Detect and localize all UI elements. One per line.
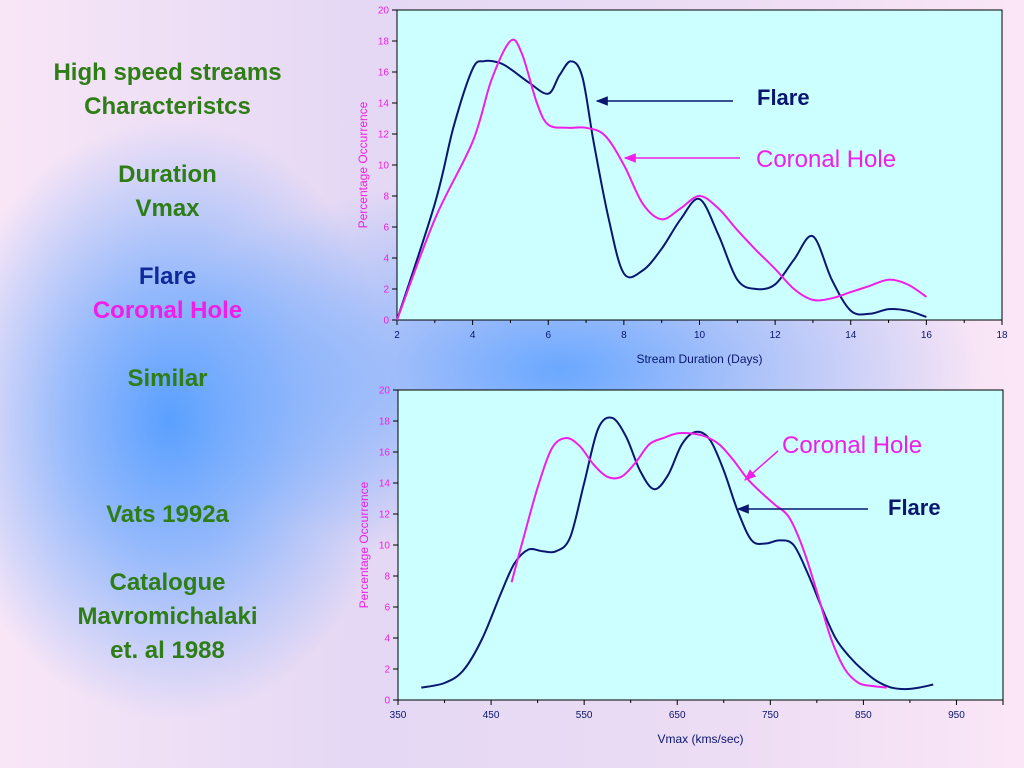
chart2-y-axis-label: Percentage Occurrence	[357, 481, 371, 608]
param-vmax: Vmax	[135, 195, 200, 222]
chart1-x-tick-label: 4	[470, 330, 476, 341]
chart1-y-tick-label: 14	[378, 99, 390, 110]
chart1-y-tick-label: 10	[378, 161, 390, 172]
conclusion-similar: Similar	[127, 365, 208, 392]
chart2-x-axis-label: Vmax (kms/sec)	[657, 732, 743, 746]
chart2-y-tick-label: 14	[379, 479, 391, 490]
chart1-y-tick-label: 8	[383, 192, 389, 203]
chart1-y-tick-label: 18	[378, 37, 390, 48]
chart1-y-tick-label: 16	[378, 68, 390, 79]
chart2-x-tick-label: 750	[762, 710, 779, 721]
chart2-y-tick-label: 20	[379, 386, 391, 397]
chart1-y-tick-label: 4	[383, 254, 389, 265]
catalogue-line-1: Catalogue	[109, 569, 226, 596]
chart2-y-tick-label: 12	[379, 510, 391, 521]
chart1-series-flare-line	[396, 59, 927, 321]
chart2-legend-label-flare: Flare	[888, 495, 941, 520]
chart1-x-tick-label: 12	[770, 330, 782, 341]
chart1-x-tick-label: 6	[545, 330, 551, 341]
chart2-legend-arrow-coronal-hole	[744, 450, 779, 481]
chart2-legend-label-coronal-hole: Coronal Hole	[782, 432, 922, 459]
reference-vats: Vats 1992a	[106, 501, 229, 528]
chart1-x-tick-label: 2	[394, 330, 400, 341]
chart1-y-tick-label: 0	[383, 316, 389, 327]
chart1-legend-label-coronal-hole: Coronal Hole	[756, 146, 896, 173]
chart1-y-tick-label: 20	[378, 6, 390, 17]
chart2-x-tick-label: 550	[576, 710, 593, 721]
chart1-y-tick-label: 6	[383, 223, 389, 234]
chart1-x-tick-label: 14	[845, 330, 857, 341]
chart1-y-tick-label: 2	[383, 285, 389, 296]
chart1-x-tick-label: 10	[694, 330, 706, 341]
heading-line-2: Characteristcs	[84, 93, 251, 120]
catalogue-line-3: et. al 1988	[110, 637, 225, 664]
chart2-x-tick-label: 350	[390, 710, 407, 721]
chart2-y-tick-label: 6	[384, 603, 390, 614]
label-flare: Flare	[138, 263, 197, 290]
chart2-plot-area	[397, 389, 1004, 701]
chart2-y-tick-label: 4	[384, 634, 390, 645]
chart2-y-tick-label: 8	[384, 572, 390, 583]
chart1-y-tick-label: 12	[378, 130, 390, 141]
chart2-x-tick-label: 950	[948, 710, 965, 721]
chart2-y-tick-label: 0	[384, 696, 390, 707]
chart2-x-tick-label: 650	[669, 710, 686, 721]
chart1-x-tick-label: 18	[996, 330, 1008, 341]
chart2-y-tick-label: 16	[379, 448, 391, 459]
left-text-panel: High speed streams Characteristcs Durati…	[20, 56, 315, 668]
label-coronal-hole: Coronal Hole	[92, 297, 243, 324]
chart1-series-coronal-hole-line	[396, 38, 927, 321]
chart1-y-axis-label: Percentage Occurrence	[356, 101, 370, 228]
chart1-x-tick-label: 8	[621, 330, 627, 341]
chart1-legend-label-flare: Flare	[757, 85, 810, 110]
catalogue-line-2: Mavromichalaki	[77, 603, 258, 630]
chart2-x-tick-label: 450	[483, 710, 500, 721]
chart2-y-tick-label: 18	[379, 417, 391, 428]
heading-line-1: High speed streams	[53, 59, 282, 86]
chart2-series-coronal-hole-line	[510, 431, 887, 689]
chart1-x-tick-label: 16	[921, 330, 933, 341]
chart1-x-axis-label: Stream Duration (Days)	[636, 352, 762, 366]
chart2-x-tick-label: 850	[855, 710, 872, 721]
chart2-y-tick-label: 2	[384, 665, 390, 676]
chart1-plot-area	[396, 9, 1003, 321]
param-duration: Duration	[118, 161, 217, 188]
chart2-series-flare-line	[421, 416, 934, 691]
chart2-y-tick-label: 10	[379, 541, 391, 552]
